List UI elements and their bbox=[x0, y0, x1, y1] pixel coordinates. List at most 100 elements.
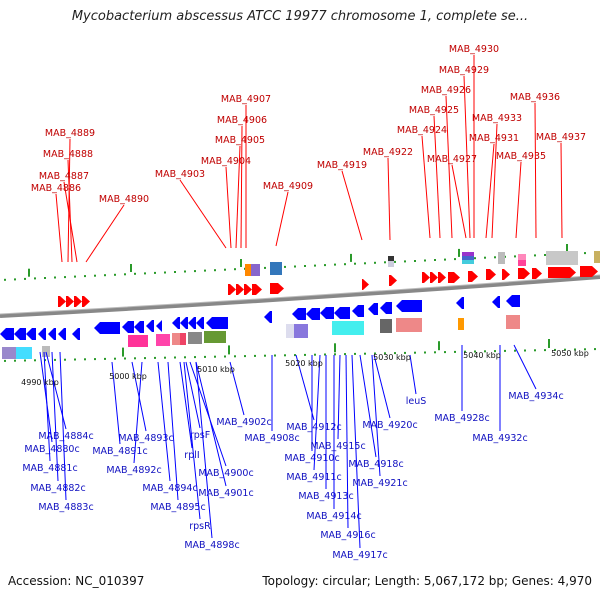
upper-tick-dot bbox=[174, 271, 176, 273]
reverse-gene-arrow bbox=[134, 321, 144, 333]
upper-tick-dot bbox=[394, 260, 396, 263]
lower-tick-dot bbox=[304, 353, 306, 356]
lower-tick-dot bbox=[434, 351, 436, 354]
reverse-gene-label: MAB_4916c bbox=[320, 530, 375, 541]
lower-tick-dot bbox=[224, 355, 226, 358]
forward-gene-label: MAB_4925 bbox=[409, 105, 459, 116]
lower-tick-dot bbox=[274, 354, 276, 357]
lower-tick-dot bbox=[404, 351, 406, 354]
forward-leader-line bbox=[67, 138, 71, 263]
lower-tick-dot bbox=[54, 358, 56, 361]
reverse-gene-label: MAB_4892c bbox=[106, 465, 161, 476]
reverse-gene-label: MAB_4902c bbox=[216, 417, 271, 428]
major-tick bbox=[566, 244, 568, 252]
feature-box bbox=[396, 318, 422, 332]
scale-tick-label: 4990 kbp bbox=[21, 378, 59, 387]
upper-tick-dot bbox=[514, 255, 516, 258]
feature-box bbox=[518, 254, 526, 260]
upper-tick-dot bbox=[434, 259, 436, 261]
lower-tick-dot bbox=[94, 358, 96, 361]
forward-gene-label: MAB_4929 bbox=[439, 65, 489, 76]
accession-text: Accession: NC_010397 bbox=[8, 574, 145, 588]
lower-tick-dot bbox=[574, 348, 576, 351]
feature-box bbox=[388, 256, 394, 261]
lower-tick-dot bbox=[514, 349, 516, 352]
lower-tick-dot bbox=[384, 352, 386, 355]
forward-gene-label: MAB_4906 bbox=[217, 115, 267, 126]
reverse-gene-label: MAB_4901c bbox=[198, 488, 253, 499]
reverse-leader-line bbox=[371, 354, 381, 477]
reverse-gene-label: MAB_4900c bbox=[198, 468, 253, 479]
upper-tick-dot bbox=[64, 276, 66, 279]
upper-tick-dot bbox=[334, 263, 336, 266]
forward-gene-label: MAB_4936 bbox=[510, 92, 560, 103]
lower-tick-dot bbox=[84, 358, 86, 361]
forward-gene-label: MAB_4890 bbox=[99, 194, 149, 205]
lower-tick-dot bbox=[424, 351, 426, 354]
lower-tick-dot bbox=[24, 359, 26, 362]
upper-tick-dot bbox=[94, 274, 96, 277]
scale-tick-label: 5000 kbp bbox=[109, 372, 147, 381]
lower-tick-dot bbox=[344, 353, 346, 356]
reverse-gene-label: MAB_4893c bbox=[118, 433, 173, 444]
reverse-leader-line bbox=[195, 361, 227, 487]
forward-gene-label: MAB_4905 bbox=[215, 135, 265, 146]
forward-gene-arrow bbox=[82, 296, 90, 307]
forward-gene-arrow bbox=[580, 266, 598, 277]
lower-tick-dot bbox=[554, 348, 556, 351]
reverse-gene-label: MAB_4912c bbox=[286, 422, 341, 433]
forward-gene-arrow bbox=[66, 296, 74, 307]
forward-leader-line bbox=[55, 193, 63, 263]
lower-tick-dot bbox=[114, 357, 116, 360]
lower-tick-dot bbox=[14, 359, 16, 362]
reverse-leader-line bbox=[133, 361, 143, 464]
forward-leader-line bbox=[387, 157, 391, 241]
reverse-leader-line bbox=[183, 361, 201, 520]
reverse-leader-line bbox=[295, 354, 315, 421]
upper-tick-dot bbox=[494, 256, 496, 259]
reverse-gene-label: leuS bbox=[406, 396, 427, 407]
upper-tick-dot bbox=[24, 277, 26, 280]
reverse-gene-arrow bbox=[264, 311, 272, 323]
upper-tick-dot bbox=[74, 275, 76, 278]
reverse-gene-arrow bbox=[506, 295, 520, 307]
forward-gene-label: MAB_4926 bbox=[421, 85, 471, 96]
forward-leader-line bbox=[534, 102, 537, 239]
forward-gene-label: MAB_4933 bbox=[472, 113, 522, 124]
reverse-leader-line bbox=[373, 354, 391, 419]
lower-tick-dot bbox=[354, 352, 356, 355]
feature-box bbox=[128, 335, 148, 347]
forward-gene-arrow bbox=[422, 272, 430, 283]
reverse-leader-line bbox=[111, 361, 121, 445]
topology-text: Topology: circular; Length: 5,067,172 bp… bbox=[262, 574, 592, 588]
forward-gene-arrow bbox=[228, 284, 236, 295]
lower-tick-dot bbox=[314, 353, 316, 356]
reverse-leader-line bbox=[313, 354, 321, 471]
forward-gene-label: MAB_4927 bbox=[427, 154, 477, 165]
lower-tick-dot bbox=[34, 359, 36, 362]
forward-leader-line bbox=[240, 125, 243, 249]
upper-tick-dot bbox=[14, 278, 16, 281]
forward-gene-arrow bbox=[430, 272, 438, 283]
upper-tick-dot bbox=[314, 264, 316, 267]
feature-box bbox=[294, 324, 308, 338]
reverse-gene-arrow bbox=[206, 317, 228, 329]
forward-gene-label: MAB_4935 bbox=[496, 151, 546, 162]
forward-gene-label: MAB_4930 bbox=[449, 44, 499, 55]
scale-tick-label: 5010 kbp bbox=[197, 365, 235, 374]
feature-box bbox=[172, 333, 180, 345]
forward-gene-arrow bbox=[532, 268, 542, 279]
lower-tick-dot bbox=[154, 356, 156, 359]
upper-tick-dot bbox=[414, 260, 416, 262]
reverse-gene-arrow bbox=[180, 317, 188, 329]
forward-gene-arrow bbox=[252, 284, 262, 295]
reverse-leader-line bbox=[167, 361, 179, 501]
upper-tick-dot bbox=[114, 273, 116, 276]
upper-tick-dot bbox=[404, 260, 406, 263]
forward-gene-label: MAB_4889 bbox=[45, 128, 95, 139]
forward-gene-arrow bbox=[74, 296, 82, 307]
lower-tick-dot bbox=[264, 354, 266, 357]
lower-tick-dot bbox=[534, 349, 536, 352]
forward-leader-line bbox=[275, 191, 289, 247]
